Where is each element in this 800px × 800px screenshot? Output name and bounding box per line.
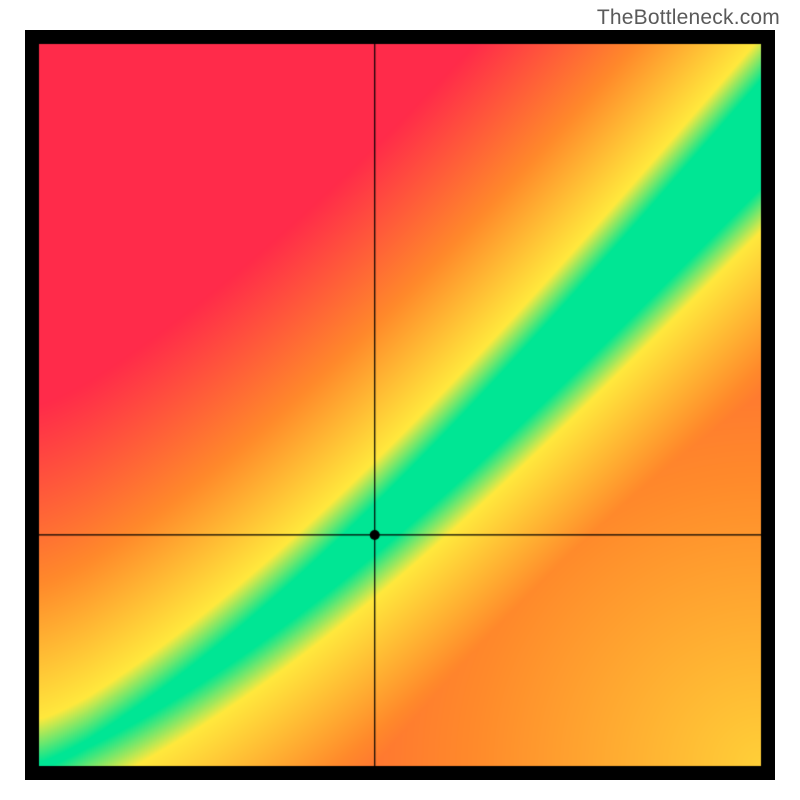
heatmap-plot [25, 30, 775, 780]
watermark-text: TheBottleneck.com [597, 6, 780, 30]
heatmap-canvas [25, 30, 775, 780]
chart-container: TheBottleneck.com [0, 0, 800, 800]
